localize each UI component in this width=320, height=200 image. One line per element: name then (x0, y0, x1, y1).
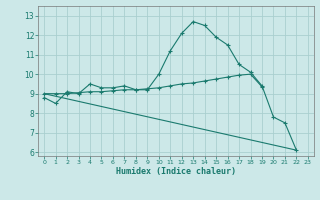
X-axis label: Humidex (Indice chaleur): Humidex (Indice chaleur) (116, 167, 236, 176)
